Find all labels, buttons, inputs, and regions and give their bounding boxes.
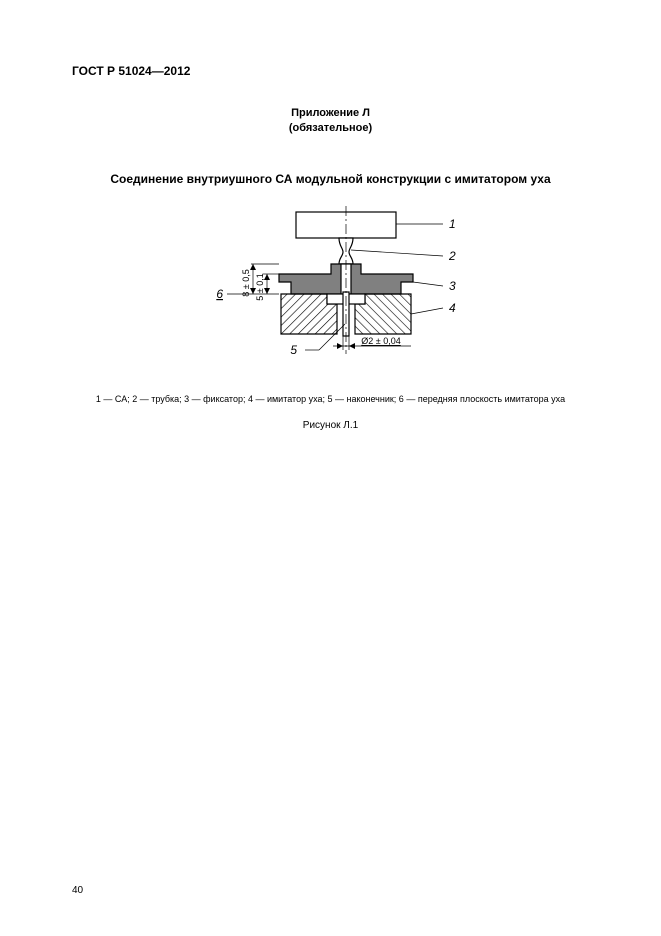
callout-2: 2 — [351, 249, 456, 263]
svg-text:8 ± 0,5: 8 ± 0,5 — [241, 270, 251, 297]
dimension-diameter: Ø2 ± 0,04 — [333, 336, 411, 350]
appendix-line2: (обязательное) — [72, 122, 589, 134]
figure-caption: Рисунок Л.1 — [72, 420, 589, 431]
svg-text:5 ± 0,1: 5 ± 0,1 — [255, 274, 265, 301]
dimension-inner: 5 ± 0,1 — [255, 274, 270, 301]
figure-legend: 1 — СА; 2 — трубка; 3 — фиксатор; 4 — им… — [72, 393, 589, 406]
page-number: 40 — [72, 885, 83, 896]
callout-3: 3 — [413, 279, 456, 293]
svg-text:3: 3 — [449, 279, 456, 293]
svg-text:1: 1 — [449, 217, 456, 231]
svg-text:6: 6 — [216, 287, 223, 301]
svg-text:5: 5 — [290, 343, 297, 357]
svg-text:Ø2 ± 0,04: Ø2 ± 0,04 — [361, 336, 400, 346]
figure-title: Соединение внутриушного СА модульной кон… — [72, 172, 589, 186]
svg-text:2: 2 — [448, 249, 456, 263]
callout-1: 1 — [396, 217, 456, 231]
callout-4: 4 — [411, 301, 456, 315]
doc-header: ГОСТ Р 51024—2012 — [72, 64, 589, 78]
figure: 8 ± 0,5 5 ± 0,1 Ø2 ± 0,04 — [72, 204, 589, 379]
appendix-line1: Приложение Л — [72, 106, 589, 120]
svg-text:4: 4 — [449, 301, 456, 315]
diagram-svg: 8 ± 0,5 5 ± 0,1 Ø2 ± 0,04 — [181, 204, 481, 374]
dimension-outer: 8 ± 0,5 — [241, 264, 256, 297]
